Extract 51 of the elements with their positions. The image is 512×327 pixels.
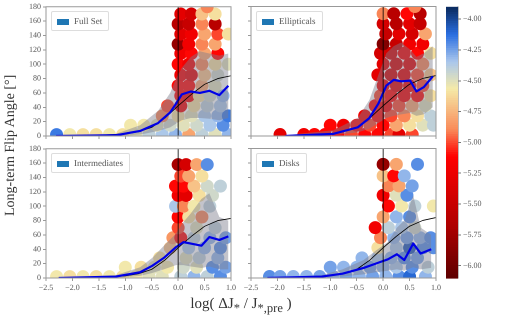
color-bar-label: −5.25 bbox=[463, 168, 482, 178]
y-tick-label: 100 bbox=[29, 201, 41, 210]
x-tick-label: 0.0 bbox=[173, 282, 184, 292]
text: Disks bbox=[279, 158, 300, 168]
y-tick-label: 0 bbox=[37, 273, 41, 282]
y-tick-label: 140 bbox=[29, 30, 41, 40]
x-axis-title: log( ΔJ$_{*}$ / J$_{*,pre}$ ) bbox=[189, 296, 293, 316]
y-tick-label: 0 bbox=[37, 131, 41, 140]
y-tick-label: 60 bbox=[33, 230, 41, 240]
x-tick-label: −2.5 bbox=[244, 282, 258, 292]
color-bar-label: −5.00 bbox=[463, 137, 482, 146]
y-tick-label: 20 bbox=[33, 116, 41, 126]
x-tick-label: −1.0 bbox=[118, 282, 133, 292]
x-tick-label: 0.0 bbox=[378, 282, 388, 292]
color-bar-label: −4.00 bbox=[463, 14, 482, 24]
x-tick-label: 0.5 bbox=[200, 282, 210, 292]
x-tick-label: −2.0 bbox=[270, 282, 285, 292]
text: Ellipticals bbox=[279, 16, 316, 26]
y-tick-label: 20 bbox=[33, 258, 41, 268]
y-tick-label: 120 bbox=[29, 44, 41, 54]
color-bar-label: −6.00 bbox=[463, 260, 482, 270]
y-tick-label: 140 bbox=[29, 172, 41, 182]
x-tick-label: 1.0 bbox=[226, 282, 236, 292]
x-tick-label: 0.5 bbox=[404, 282, 415, 292]
y-tick-label: 80 bbox=[33, 216, 41, 225]
color-bar-label: −4.75 bbox=[463, 106, 482, 116]
x-tick-label: −0.5 bbox=[144, 282, 159, 292]
text: Full Set bbox=[74, 16, 102, 26]
y-tick-label: 40 bbox=[33, 244, 41, 254]
x-tick-label: −1.5 bbox=[296, 282, 312, 292]
y-tick-label: 120 bbox=[29, 186, 41, 196]
x-tick-label: −1.0 bbox=[323, 282, 338, 292]
y-tick-label: 160 bbox=[29, 158, 41, 168]
text: Intermediates bbox=[74, 158, 123, 168]
y-tick-label: 100 bbox=[29, 59, 41, 68]
y-tick-label: 160 bbox=[29, 16, 41, 26]
y-tick-label: 180 bbox=[29, 144, 41, 153]
x-tick-label: 1.0 bbox=[431, 282, 441, 292]
y-tick-label: 60 bbox=[33, 88, 41, 98]
y-axis-title: Long-term Flip Angle [°] bbox=[2, 73, 19, 218]
color-bar-label: −5.75 bbox=[463, 230, 482, 239]
x-tick-label: −1.5 bbox=[92, 282, 106, 292]
y-tick-label: 180 bbox=[29, 2, 41, 11]
y-tick-label: 40 bbox=[33, 102, 41, 112]
x-tick-label: −0.5 bbox=[349, 282, 364, 292]
color-bar-label: −4.25 bbox=[463, 45, 482, 54]
color-bar-label: −5.50 bbox=[463, 199, 482, 208]
y-tick-label: 80 bbox=[33, 74, 41, 83]
x-tick-label: −2.5 bbox=[38, 282, 54, 292]
x-tick-label: −2.0 bbox=[65, 282, 80, 292]
color-bar-label: −4.50 bbox=[463, 76, 482, 85]
